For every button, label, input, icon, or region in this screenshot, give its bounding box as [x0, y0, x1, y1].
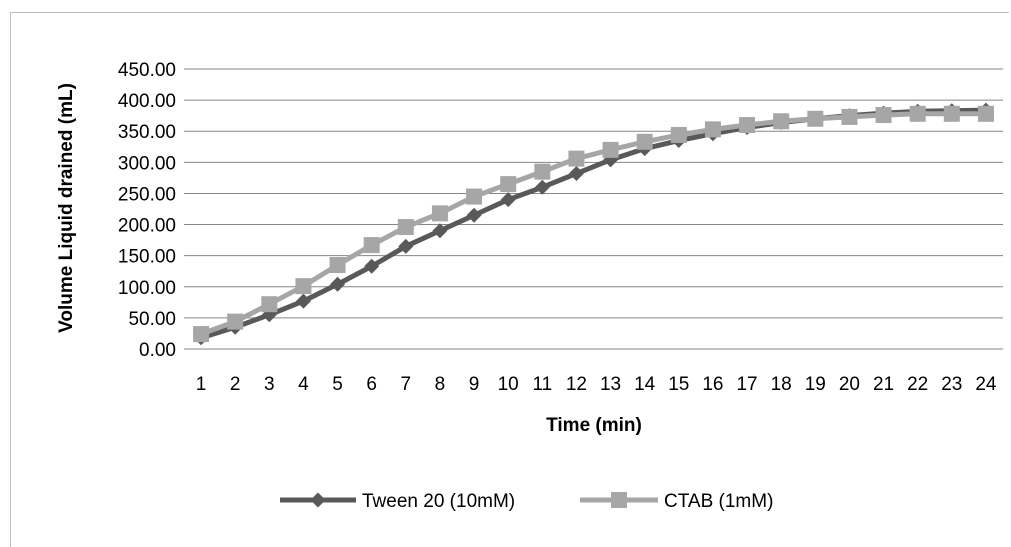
data-point-square: [431, 205, 448, 222]
series-line: [200, 107, 986, 341]
x-tick-label: 21: [873, 374, 894, 395]
data-point-square: [295, 278, 312, 295]
data-point-square: [807, 110, 824, 127]
y-tick-label: 150.00: [118, 247, 176, 268]
x-tick-label: 10: [498, 374, 519, 395]
data-point-diamond: [466, 207, 482, 223]
data-point-square: [363, 237, 380, 254]
data-point-diamond: [398, 238, 414, 254]
data-point-diamond: [432, 223, 448, 239]
x-axis-tick-labels: 1 2 3 4 5 6 7 8 9 10 11 12 13 14 15 16 17 18 19 20 21 22 23 24: [196, 374, 997, 395]
series-ctab: [193, 105, 994, 343]
legend-item: Tween 20 (10mM): [280, 491, 515, 512]
y-tick-label: 50.00: [128, 309, 176, 330]
x-tick-label: 22: [907, 374, 928, 395]
data-point-square: [534, 163, 551, 180]
x-axis-title: Time (min): [546, 415, 642, 436]
x-tick-label: 14: [634, 374, 656, 395]
data-point-square: [466, 188, 483, 205]
data-point-square: [568, 150, 585, 167]
data-point-diamond: [534, 179, 550, 195]
legend-marker-square: [611, 492, 627, 508]
data-point-square: [943, 105, 960, 122]
x-tick-label: 13: [600, 374, 621, 395]
data-point-diamond: [330, 276, 346, 292]
x-tick-label: 23: [941, 374, 962, 395]
data-point-square: [500, 176, 517, 193]
x-tick-label: 8: [435, 374, 446, 395]
x-tick-label: 24: [975, 374, 997, 395]
data-point-square: [977, 105, 994, 122]
data-point-square: [397, 219, 414, 236]
series-tween-20: [193, 102, 994, 346]
legend-item: CTAB (1mM): [580, 491, 773, 512]
series-layer: [193, 102, 994, 346]
data-point-square: [602, 141, 619, 158]
y-tick-label: 300.00: [118, 153, 176, 174]
x-tick-label: 17: [736, 374, 757, 395]
data-point-diamond: [568, 166, 584, 182]
legend-marker-diamond: [310, 492, 326, 508]
data-point-square: [261, 296, 278, 313]
x-tick-label: 11: [532, 374, 552, 395]
x-tick-label: 18: [771, 374, 792, 395]
data-point-square: [227, 313, 244, 330]
x-tick-label: 9: [469, 374, 480, 395]
x-tick-label: 2: [230, 374, 241, 395]
x-tick-label: 12: [566, 374, 587, 395]
x-tick-label: 15: [668, 374, 689, 395]
chart-frame: [10, 12, 1009, 547]
y-tick-label: 250.00: [118, 184, 176, 205]
gridlines: [184, 68, 1003, 350]
data-point-diamond: [295, 293, 311, 309]
y-tick-label: 450.00: [118, 60, 176, 81]
x-tick-label: 7: [401, 374, 412, 395]
data-point-square: [739, 117, 756, 133]
data-point-diamond: [500, 192, 516, 208]
data-point-diamond: [364, 258, 380, 274]
y-tick-label: 400.00: [118, 91, 176, 112]
x-tick-label: 20: [839, 374, 860, 395]
x-tick-label: 1: [196, 374, 207, 395]
x-tick-label: 4: [298, 374, 309, 395]
data-point-square: [329, 257, 346, 273]
series-line: [200, 111, 986, 337]
data-point-square: [636, 133, 653, 150]
data-point-square: [875, 107, 892, 124]
legend: Tween 20 (10mM) CTAB (1mM): [280, 491, 773, 512]
x-tick-label: 3: [264, 374, 275, 395]
x-tick-label: 19: [805, 374, 826, 395]
y-tick-label: 350.00: [118, 122, 176, 143]
y-tick-label: 200.00: [118, 216, 176, 237]
data-point-square: [704, 121, 721, 138]
y-tick-label: 0.00: [139, 340, 176, 361]
x-tick-label: 16: [702, 374, 723, 395]
x-tick-label: 6: [366, 374, 377, 395]
data-point-square: [909, 105, 926, 122]
data-point-square: [841, 108, 858, 125]
legend-label: Tween 20 (10mM): [362, 491, 515, 512]
x-tick-label: 5: [332, 374, 343, 395]
data-point-square: [193, 326, 210, 343]
y-tick-label: 100.00: [118, 278, 176, 299]
data-point-square: [670, 126, 687, 143]
legend-label: CTAB (1mM): [664, 491, 773, 512]
y-axis-title: Volume Liquid drained (mL): [56, 83, 77, 333]
data-point-square: [773, 113, 790, 130]
y-axis-tick-labels: 0.00 50.00 100.00 150.00 200.00 250.00 300.00 3…: [118, 60, 176, 361]
